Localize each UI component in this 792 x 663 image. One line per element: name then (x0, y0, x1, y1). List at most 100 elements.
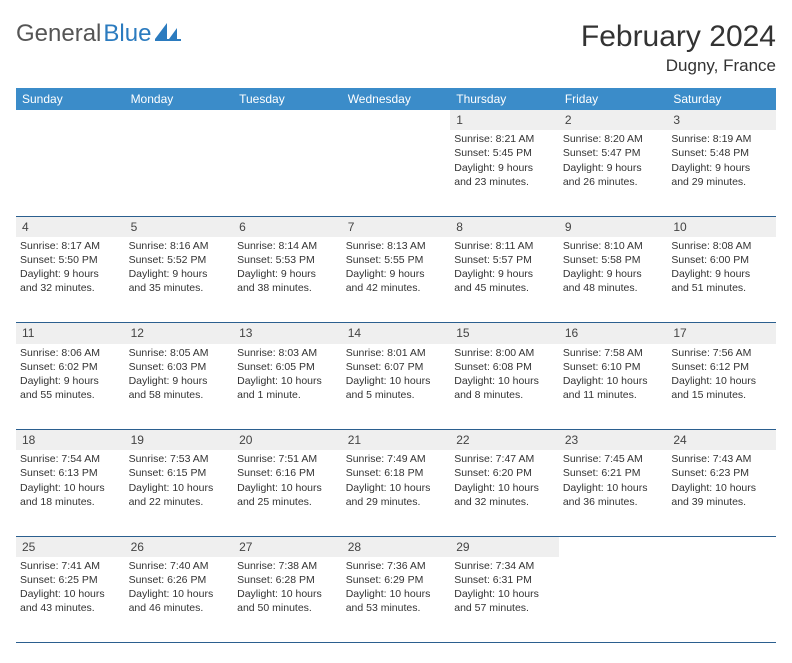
day2-text: and 50 minutes. (237, 601, 338, 615)
sunset-text: Sunset: 6:26 PM (129, 573, 230, 587)
day-cell: Sunrise: 8:00 AMSunset: 6:08 PMDaylight:… (450, 344, 559, 430)
day-number: 2 (559, 110, 668, 130)
day-number: 17 (667, 323, 776, 344)
day2-text: and 39 minutes. (671, 495, 772, 509)
day-cell: Sunrise: 8:10 AMSunset: 5:58 PMDaylight:… (559, 237, 668, 323)
sunset-text: Sunset: 6:16 PM (237, 466, 338, 480)
sunrise-text: Sunrise: 7:54 AM (20, 452, 121, 466)
logo-text-blue: Blue (103, 20, 151, 48)
day2-text: and 35 minutes. (129, 281, 230, 295)
sunrise-text: Sunrise: 8:20 AM (563, 132, 664, 146)
day1-text: Daylight: 9 hours (129, 374, 230, 388)
day1-text: Daylight: 9 hours (346, 267, 447, 281)
day2-text: and 23 minutes. (454, 175, 555, 189)
day-cell (559, 557, 668, 643)
day1-text: Daylight: 9 hours (237, 267, 338, 281)
day-number: 24 (667, 430, 776, 451)
sunset-text: Sunset: 5:52 PM (129, 253, 230, 267)
day-cell: Sunrise: 8:03 AMSunset: 6:05 PMDaylight:… (233, 344, 342, 430)
sunrise-text: Sunrise: 8:00 AM (454, 346, 555, 360)
day1-text: Daylight: 10 hours (20, 587, 121, 601)
day-cell: Sunrise: 7:38 AMSunset: 6:28 PMDaylight:… (233, 557, 342, 643)
day-cell (16, 130, 125, 216)
calendar-page: GeneralBlue February 2024 Dugny, France … (0, 0, 792, 663)
day2-text: and 11 minutes. (563, 388, 664, 402)
day2-text: and 48 minutes. (563, 281, 664, 295)
day-cell: Sunrise: 8:20 AMSunset: 5:47 PMDaylight:… (559, 130, 668, 216)
day-cell (125, 130, 234, 216)
day-cell: Sunrise: 7:58 AMSunset: 6:10 PMDaylight:… (559, 344, 668, 430)
day1-text: Daylight: 9 hours (563, 161, 664, 175)
week-row: Sunrise: 7:41 AMSunset: 6:25 PMDaylight:… (16, 557, 776, 643)
day-cell: Sunrise: 7:47 AMSunset: 6:20 PMDaylight:… (450, 450, 559, 536)
calendar-table: Sunday Monday Tuesday Wednesday Thursday… (16, 88, 776, 643)
sunset-text: Sunset: 6:08 PM (454, 360, 555, 374)
day-number (233, 110, 342, 130)
day-cell: Sunrise: 8:06 AMSunset: 6:02 PMDaylight:… (16, 344, 125, 430)
sunrise-text: Sunrise: 7:43 AM (671, 452, 772, 466)
day-number: 29 (450, 536, 559, 557)
sunset-text: Sunset: 5:58 PM (563, 253, 664, 267)
sail-icon (155, 20, 181, 48)
day-number: 12 (125, 323, 234, 344)
sunrise-text: Sunrise: 8:17 AM (20, 239, 121, 253)
sunrise-text: Sunrise: 8:14 AM (237, 239, 338, 253)
sunrise-text: Sunrise: 8:05 AM (129, 346, 230, 360)
day-cell: Sunrise: 7:36 AMSunset: 6:29 PMDaylight:… (342, 557, 451, 643)
day-cell: Sunrise: 8:14 AMSunset: 5:53 PMDaylight:… (233, 237, 342, 323)
day-cell: Sunrise: 7:51 AMSunset: 6:16 PMDaylight:… (233, 450, 342, 536)
sunset-text: Sunset: 6:29 PM (346, 573, 447, 587)
sunset-text: Sunset: 6:07 PM (346, 360, 447, 374)
sunrise-text: Sunrise: 7:36 AM (346, 559, 447, 573)
sunrise-text: Sunrise: 7:58 AM (563, 346, 664, 360)
day-cell: Sunrise: 7:54 AMSunset: 6:13 PMDaylight:… (16, 450, 125, 536)
sunrise-text: Sunrise: 8:13 AM (346, 239, 447, 253)
day-number: 1 (450, 110, 559, 130)
weekday-header: Sunday (16, 88, 125, 110)
sunset-text: Sunset: 6:05 PM (237, 360, 338, 374)
day-cell: Sunrise: 7:34 AMSunset: 6:31 PMDaylight:… (450, 557, 559, 643)
day2-text: and 5 minutes. (346, 388, 447, 402)
day-number: 22 (450, 430, 559, 451)
week-row: Sunrise: 8:21 AMSunset: 5:45 PMDaylight:… (16, 130, 776, 216)
sunset-text: Sunset: 6:00 PM (671, 253, 772, 267)
sunset-text: Sunset: 5:47 PM (563, 146, 664, 160)
logo-text-general: General (16, 20, 101, 48)
day-number: 19 (125, 430, 234, 451)
sunrise-text: Sunrise: 8:19 AM (671, 132, 772, 146)
day-number: 25 (16, 536, 125, 557)
day2-text: and 55 minutes. (20, 388, 121, 402)
day2-text: and 18 minutes. (20, 495, 121, 509)
day2-text: and 42 minutes. (346, 281, 447, 295)
day1-text: Daylight: 10 hours (454, 481, 555, 495)
day-number: 26 (125, 536, 234, 557)
daynum-row: 18192021222324 (16, 430, 776, 451)
day-cell: Sunrise: 7:49 AMSunset: 6:18 PMDaylight:… (342, 450, 451, 536)
sunset-text: Sunset: 6:12 PM (671, 360, 772, 374)
day1-text: Daylight: 10 hours (454, 587, 555, 601)
day-number: 11 (16, 323, 125, 344)
day-cell: Sunrise: 8:08 AMSunset: 6:00 PMDaylight:… (667, 237, 776, 323)
day-cell: Sunrise: 7:45 AMSunset: 6:21 PMDaylight:… (559, 450, 668, 536)
day2-text: and 15 minutes. (671, 388, 772, 402)
day-number: 13 (233, 323, 342, 344)
sunset-text: Sunset: 5:57 PM (454, 253, 555, 267)
weekday-header: Friday (559, 88, 668, 110)
day2-text: and 38 minutes. (237, 281, 338, 295)
sunset-text: Sunset: 5:53 PM (237, 253, 338, 267)
week-row: Sunrise: 8:06 AMSunset: 6:02 PMDaylight:… (16, 344, 776, 430)
day1-text: Daylight: 10 hours (20, 481, 121, 495)
day-number (125, 110, 234, 130)
day-cell: Sunrise: 7:41 AMSunset: 6:25 PMDaylight:… (16, 557, 125, 643)
page-title: February 2024 (581, 20, 776, 54)
day1-text: Daylight: 9 hours (20, 374, 121, 388)
sunset-text: Sunset: 5:50 PM (20, 253, 121, 267)
day1-text: Daylight: 10 hours (346, 587, 447, 601)
sunrise-text: Sunrise: 7:38 AM (237, 559, 338, 573)
day1-text: Daylight: 10 hours (237, 587, 338, 601)
day-cell (667, 557, 776, 643)
title-block: February 2024 Dugny, France (581, 20, 776, 76)
day-number: 20 (233, 430, 342, 451)
sunset-text: Sunset: 6:02 PM (20, 360, 121, 374)
day1-text: Daylight: 9 hours (454, 267, 555, 281)
